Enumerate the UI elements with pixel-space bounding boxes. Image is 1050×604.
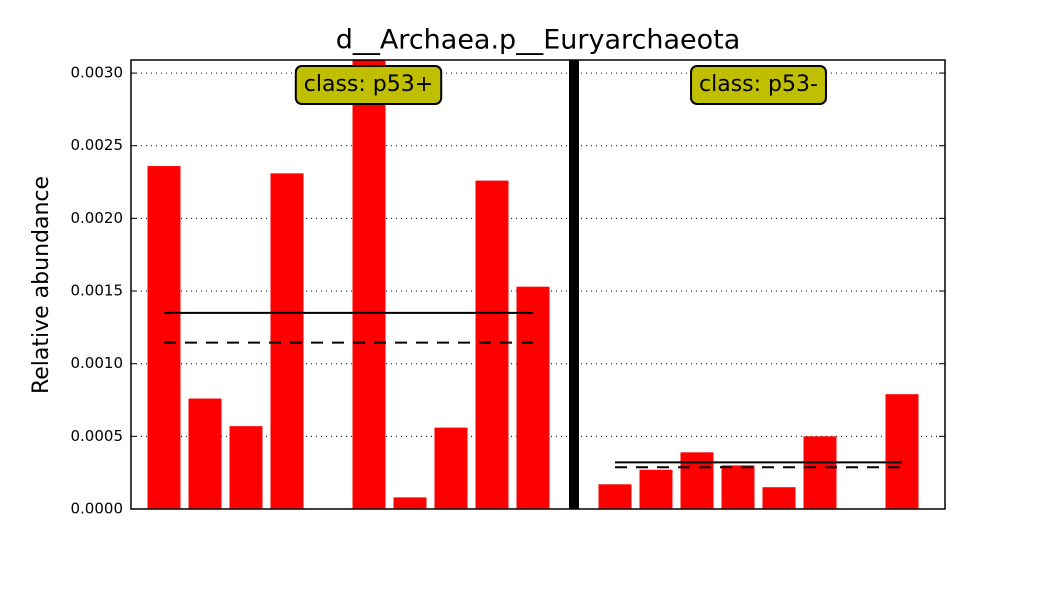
- y-tick-label: 0.0020: [71, 209, 124, 227]
- chart-title: d__Archaea.p__Euryarchaeota: [336, 25, 741, 56]
- bar: [680, 452, 714, 509]
- group-label-box: [294, 65, 443, 105]
- group-label-box: [690, 65, 827, 105]
- bar: [721, 465, 755, 509]
- y-tick-label: 0.0030: [71, 64, 124, 82]
- y-tick-label: 0.0005: [71, 427, 124, 445]
- bar: [516, 286, 550, 509]
- y-tick-label: 0.0015: [71, 282, 124, 300]
- y-tick-label: 0.0010: [71, 354, 124, 372]
- plot-frame: [130, 59, 946, 510]
- bar: [188, 398, 222, 509]
- plot-area: [131, 60, 945, 509]
- overlay: class: p53+ class: p53-: [164, 60, 902, 509]
- bar: [352, 60, 386, 509]
- bar: [393, 497, 427, 509]
- y-tick-label: 0.0000: [71, 500, 124, 518]
- bar: [885, 394, 919, 509]
- y-axis-label: Relative abundance: [29, 176, 54, 394]
- bar: [434, 427, 468, 509]
- bar: [229, 426, 263, 509]
- bar: [147, 166, 181, 509]
- bar: [475, 180, 509, 509]
- bar: [639, 469, 673, 509]
- bar: [270, 173, 304, 509]
- bar: [803, 436, 837, 509]
- group-label: class: p53-: [699, 72, 818, 97]
- y-tick-label: 0.0025: [71, 136, 124, 154]
- bar: [598, 484, 632, 509]
- bar: [762, 487, 796, 509]
- group-label: class: p53+: [304, 72, 433, 97]
